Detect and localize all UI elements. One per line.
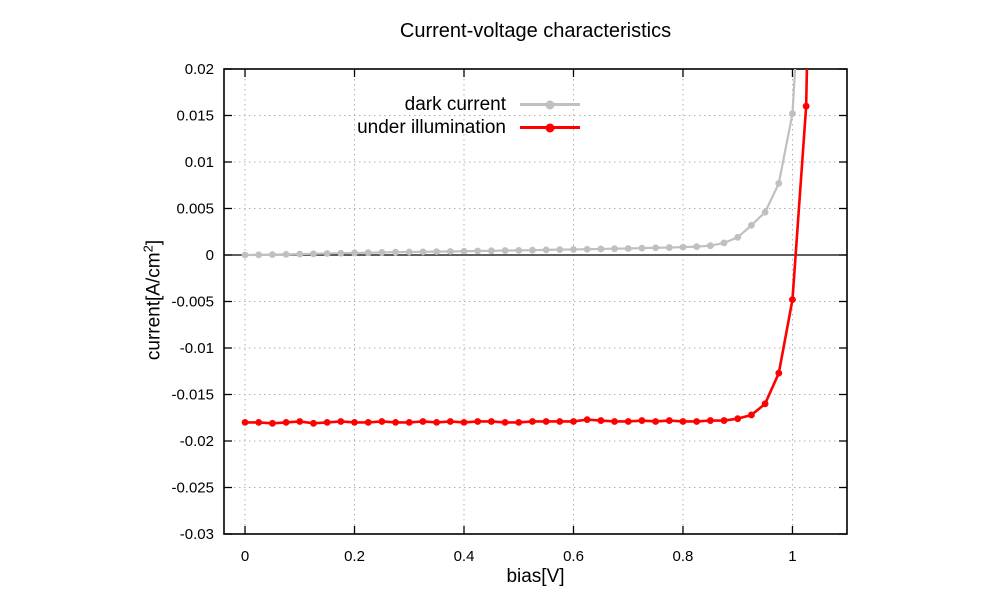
chart-title: Current-voltage characteristics: [399, 20, 672, 42]
y-tick-label: -0.005: [171, 294, 214, 311]
x-tick-label: 0.8: [673, 548, 694, 565]
x-tick-label: 0.4: [454, 548, 475, 565]
legend-label: dark current: [404, 94, 506, 115]
legend-item-dark-current: dark current: [405, 93, 580, 116]
legend-point-marker: [545, 100, 555, 109]
x-tick-label: 1: [788, 548, 796, 565]
legend-line-sample: [520, 100, 580, 109]
legend: dark current under illumination: [0, 93, 580, 139]
x-tick-label: 0.6: [563, 548, 584, 565]
x-tick-label: 0: [241, 548, 249, 565]
series-under-illumination: [241, 69, 810, 427]
legend-item-under-illumination: under illumination: [357, 116, 580, 139]
x-axis-label: bias[V]: [506, 566, 565, 587]
y-tick-label: -0.015: [171, 387, 214, 404]
y-axis-label: current[A/cm2]: [140, 239, 165, 361]
y-tick-label: 0: [206, 247, 214, 264]
legend-label: under illumination: [357, 117, 506, 138]
legend-point-marker: [545, 123, 555, 132]
y-tick-label: 0.015: [176, 108, 214, 125]
x-tick-label: 0.2: [344, 548, 365, 565]
y-tick-label: -0.03: [180, 526, 214, 543]
y-tick-label: -0.02: [180, 433, 214, 450]
y-tick-label: 0.005: [176, 201, 214, 218]
y-tick-label: 0.02: [185, 61, 214, 78]
y-tick-label: -0.01: [180, 340, 214, 357]
plot-frame: [223, 68, 848, 535]
tick-labels: 0.02 0.015 0.01 0.005 0 -0.005 -0.01 -0.015 -0.0…: [171, 61, 796, 565]
series-dark-current: [241, 69, 797, 259]
y-tick-label: 0.01: [185, 154, 214, 171]
legend-line-sample: [520, 123, 580, 132]
y-tick-label: -0.025: [171, 480, 214, 497]
